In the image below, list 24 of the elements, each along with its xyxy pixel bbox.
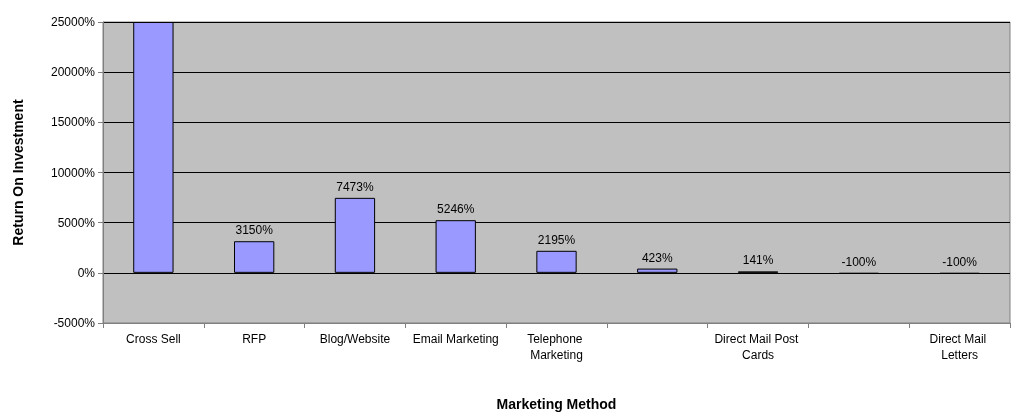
x-tick-label: Direct Mail Post Cards (714, 332, 802, 362)
y-tick-label: 20000% (50, 65, 96, 80)
x-tick-label: Direct Mail Letters (929, 332, 990, 362)
x-tick-label: Telephone Marketing (527, 332, 586, 362)
y-tick-label: 5000% (57, 215, 96, 230)
y-axis-title: Return On Investment (10, 99, 26, 246)
data-label: 7473% (336, 179, 374, 194)
data-label: -100% (942, 254, 978, 269)
y-tick-label: 25000% (50, 15, 96, 29)
data-label: 5246% (437, 202, 475, 217)
y-tick-label: 15000% (50, 115, 96, 130)
y-tick-label: 0% (77, 265, 96, 280)
data-label: 2195% (537, 232, 576, 247)
data-label: 3150% (235, 223, 274, 238)
data-label: 141% (742, 253, 774, 268)
x-tick-label: RFP (242, 332, 267, 346)
data-label: 423% (641, 250, 673, 265)
y-tick-label: 10000% (50, 165, 96, 180)
data-label: -100% (841, 254, 877, 269)
x-tick-label: Blog/Website (319, 332, 391, 346)
x-tick-label: Email Marketing (412, 332, 499, 346)
x-axis-title: Marketing Method (496, 396, 617, 412)
y-tick-label: -5000% (53, 316, 96, 330)
x-tick-label: Cross Sell (126, 332, 181, 346)
